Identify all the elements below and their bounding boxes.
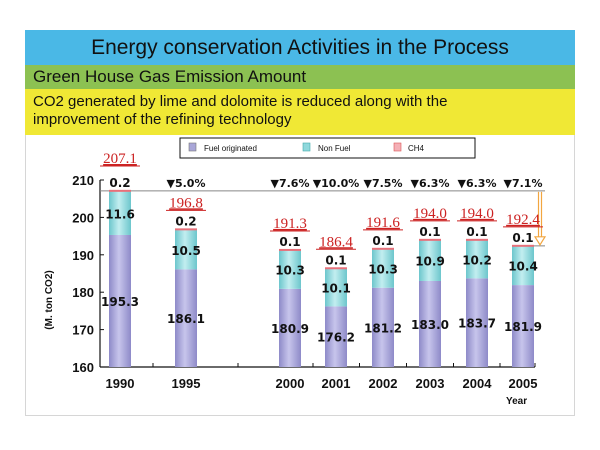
value-label-nonfuel: 10.2 [462, 253, 492, 267]
reduction-arrow-head [533, 236, 547, 246]
bar-segment-fuel [466, 278, 488, 367]
description-line-2: improvement of the refining technology [33, 111, 292, 128]
total-label: 191.3 [273, 216, 307, 232]
value-label-nonfuel: 10.3 [368, 262, 398, 276]
legend-swatch-nonfuel [302, 142, 311, 152]
value-label-ch4: 0.2 [109, 176, 130, 190]
bar-segment-nonfuel [419, 240, 441, 281]
value-label-nonfuel: 10.1 [321, 282, 351, 296]
axes [99, 180, 547, 368]
y-axis-label: (M. ton CO2) [44, 270, 55, 329]
bar-segment-nonfuel [175, 230, 197, 270]
slide-title: Energy conservation Activities in the Pr… [25, 30, 575, 65]
value-label-ch4: 0.1 [419, 225, 440, 239]
total-label: 191.6 [366, 215, 400, 231]
bar-segment-ch4 [512, 244, 534, 247]
value-label-ch4: 0.2 [175, 214, 196, 228]
bar-segment-fuel [279, 288, 301, 367]
bar-segment-nonfuel [279, 250, 301, 289]
bar-segment-fuel [419, 280, 441, 367]
value-label-nonfuel: 11.6 [105, 207, 135, 221]
legend-label-nonfuel: Non Fuel [318, 144, 351, 153]
value-label-nonfuel: 10.5 [171, 244, 201, 258]
y-tick-label: 200 [72, 210, 94, 225]
x-tick-label: 2005 [509, 376, 538, 391]
bar-segment-ch4 [419, 238, 441, 241]
bar-segment-nonfuel [512, 246, 534, 286]
value-label-fuel: 183.7 [458, 317, 496, 331]
value-label-ch4: 0.1 [279, 235, 300, 249]
total-label: 192.4 [506, 212, 540, 228]
bar-segment-ch4 [372, 247, 394, 250]
x-tick-label: 1990 [106, 376, 135, 391]
x-tick-label: 1995 [172, 376, 201, 391]
bar-segment-fuel [175, 269, 197, 367]
value-label-fuel: 181.9 [504, 320, 542, 334]
y-tick-label: 180 [72, 285, 94, 300]
legend: Fuel originated Non Fuel CH4 [179, 137, 476, 159]
total-label: 207.1 [103, 151, 137, 167]
bar-segment-fuel [325, 306, 347, 367]
value-label-fuel: 186.1 [167, 312, 205, 326]
x-tick-label: 2001 [322, 376, 351, 391]
bars [109, 189, 534, 367]
description-line-1: CO2 generated by lime and dolomite is re… [33, 93, 448, 110]
legend-swatch-fuel [188, 142, 197, 152]
value-label-ch4: 0.1 [512, 231, 533, 245]
reduction-percent-label: ▼7.5% [364, 177, 403, 190]
reduction-percent-label: ▼6.3% [458, 177, 497, 190]
bar-segment-ch4 [175, 228, 197, 231]
slide-subtitle: Green House Gas Emission Amount [25, 65, 575, 89]
slide-description: CO2 generated by lime and dolomite is re… [25, 89, 575, 135]
y-tick-label: 170 [72, 323, 94, 338]
bar-segment-nonfuel [109, 191, 131, 235]
legend-label-ch4: CH4 [408, 144, 425, 153]
x-tick-label: 2002 [369, 376, 398, 391]
bar-segment-ch4 [109, 189, 131, 192]
total-label: 194.0 [413, 206, 447, 222]
value-label-fuel: 176.2 [317, 331, 355, 345]
y-tick-label: 190 [72, 248, 94, 263]
value-label-fuel: 180.9 [271, 322, 309, 336]
reduction-percent-label: ▼7.6% [271, 177, 310, 190]
value-label-nonfuel: 10.4 [508, 260, 538, 274]
y-tick-label: 160 [72, 360, 94, 375]
bar-segment-ch4 [279, 248, 301, 251]
value-label-fuel: 195.3 [101, 295, 139, 309]
bar-segment-ch4 [325, 267, 347, 270]
value-label-ch4: 0.1 [372, 234, 393, 248]
bar-segment-nonfuel [325, 268, 347, 307]
y-tick-label: 210 [72, 173, 94, 188]
bar-segment-fuel [372, 287, 394, 367]
bar-segment-fuel [109, 234, 131, 367]
value-label-fuel: 183.0 [411, 318, 449, 332]
x-tick-label: 2004 [463, 376, 493, 391]
value-label-ch4: 0.1 [325, 253, 346, 267]
legend-label-fuel: Fuel originated [204, 144, 257, 153]
x-tick-label: 2003 [416, 376, 445, 391]
labels: 1990 195.3 11.6 0.2 207.1 1995 186.1 10.5 0.2 196… [100, 151, 543, 391]
x-axis-label: Year [506, 396, 527, 407]
bar-segment-nonfuel [466, 240, 488, 279]
bar-segment-nonfuel [372, 249, 394, 288]
reduction-percent-label: ▼6.3% [411, 177, 450, 190]
reduction-percent-label: ▼5.0% [167, 177, 206, 190]
reduction-percent-label: ▼10.0% [313, 177, 360, 190]
legend-swatch-ch4 [393, 142, 402, 152]
bar-segment-fuel [512, 285, 534, 367]
total-label: 194.0 [460, 206, 494, 222]
bar-segment-ch4 [466, 238, 488, 241]
total-label: 196.8 [169, 195, 203, 211]
x-tick-label: 2000 [276, 376, 305, 391]
value-label-nonfuel: 10.9 [415, 255, 445, 269]
value-label-ch4: 0.1 [466, 225, 487, 239]
value-label-nonfuel: 10.3 [275, 264, 305, 278]
reduction-percent-label: ▼7.1% [504, 177, 543, 190]
total-label: 186.4 [319, 234, 353, 250]
value-label-fuel: 181.2 [364, 321, 402, 335]
y-ticks: 160 170 180 190 200 210 [72, 173, 104, 375]
